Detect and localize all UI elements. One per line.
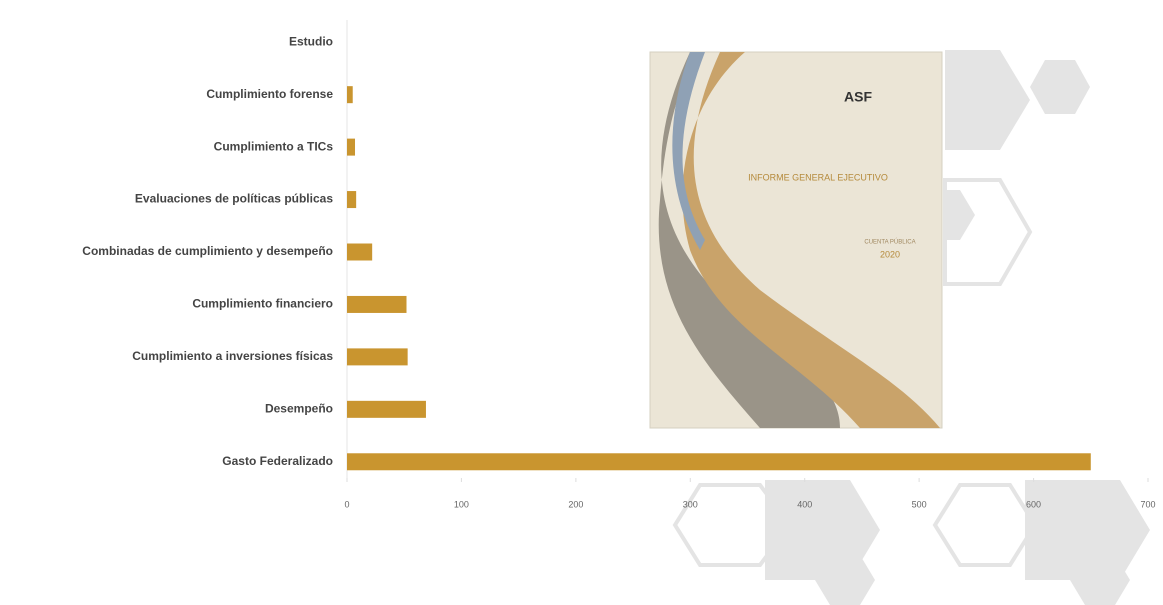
y-tick-label: Cumplimiento a TICs (214, 139, 334, 153)
y-tick-label: Cumplimiento forense (206, 87, 333, 101)
cover-subtitle: CUENTA PÚBLICA (864, 239, 915, 246)
cover-year: 2020 (880, 249, 900, 259)
y-tick-label: Cumplimiento financiero (192, 297, 333, 311)
x-tick-label: 600 (1026, 499, 1041, 509)
x-tick-label: 0 (344, 499, 349, 509)
x-tick-label: 100 (454, 499, 469, 509)
y-tick-label: Cumplimiento a inversiones físicas (132, 349, 333, 363)
cover-title: INFORME GENERAL EJECUTIVO (748, 172, 888, 182)
x-tick-label: 500 (912, 499, 927, 509)
bar (347, 295, 407, 313)
x-tick-label: 300 (683, 499, 698, 509)
cover-logo: ASF (844, 89, 872, 105)
y-tick-label: Gasto Federalizado (222, 454, 333, 468)
bar (347, 191, 357, 209)
bar (347, 400, 426, 418)
y-tick-label: Combinadas de cumplimiento y desempeño (82, 244, 333, 258)
bar (347, 138, 356, 156)
y-tick-label: Evaluaciones de políticas públicas (135, 192, 333, 206)
y-tick-label: Desempeño (265, 402, 333, 416)
y-tick-label: Estudio (289, 34, 333, 48)
bar (347, 348, 408, 366)
bar (347, 86, 353, 104)
x-tick-label: 700 (1140, 499, 1155, 509)
bar (347, 453, 1091, 471)
bar (347, 243, 373, 261)
report-cover: ASF INFORME GENERAL EJECUTIVO CUENTA PÚB… (649, 51, 943, 429)
x-tick-label: 200 (568, 499, 583, 509)
x-tick-label: 400 (797, 499, 812, 509)
decoration (672, 50, 1150, 605)
